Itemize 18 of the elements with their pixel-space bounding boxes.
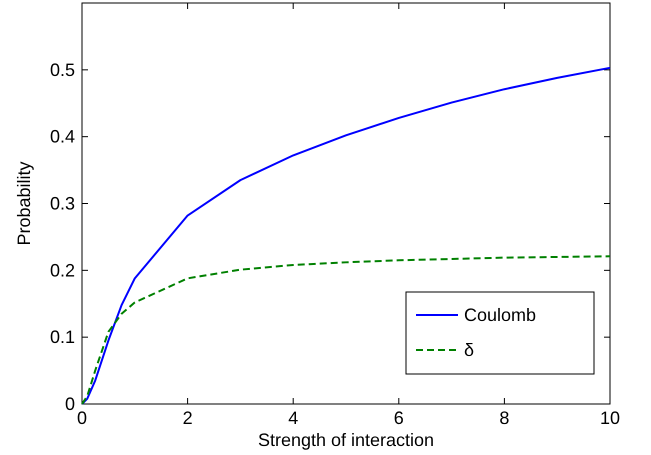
line-series xyxy=(81,66,611,405)
x-tick-label: 8 xyxy=(499,408,510,428)
y-tick-label: 0.1 xyxy=(50,327,75,348)
y-tick-label: 0 xyxy=(64,394,75,414)
x-tick-label: 0 xyxy=(76,408,88,428)
y-tick-label: 0.5 xyxy=(50,60,75,80)
legend-label: δ xyxy=(464,340,474,360)
legend-label: Coulomb xyxy=(464,305,536,325)
x-axis-title: Strength of interaction xyxy=(258,430,434,450)
x-tick-label: 2 xyxy=(182,408,193,428)
line-series xyxy=(81,255,611,405)
x-tick-label: 10 xyxy=(600,408,620,428)
y-tick-label: 0.4 xyxy=(50,126,75,147)
y-tick-label: 0.3 xyxy=(50,194,75,214)
x-tick-label: 4 xyxy=(288,408,298,428)
y-tick-label: 0.2 xyxy=(50,260,75,280)
x-tick-label: 6 xyxy=(394,408,404,428)
y-axis-title: Probability xyxy=(14,161,34,246)
